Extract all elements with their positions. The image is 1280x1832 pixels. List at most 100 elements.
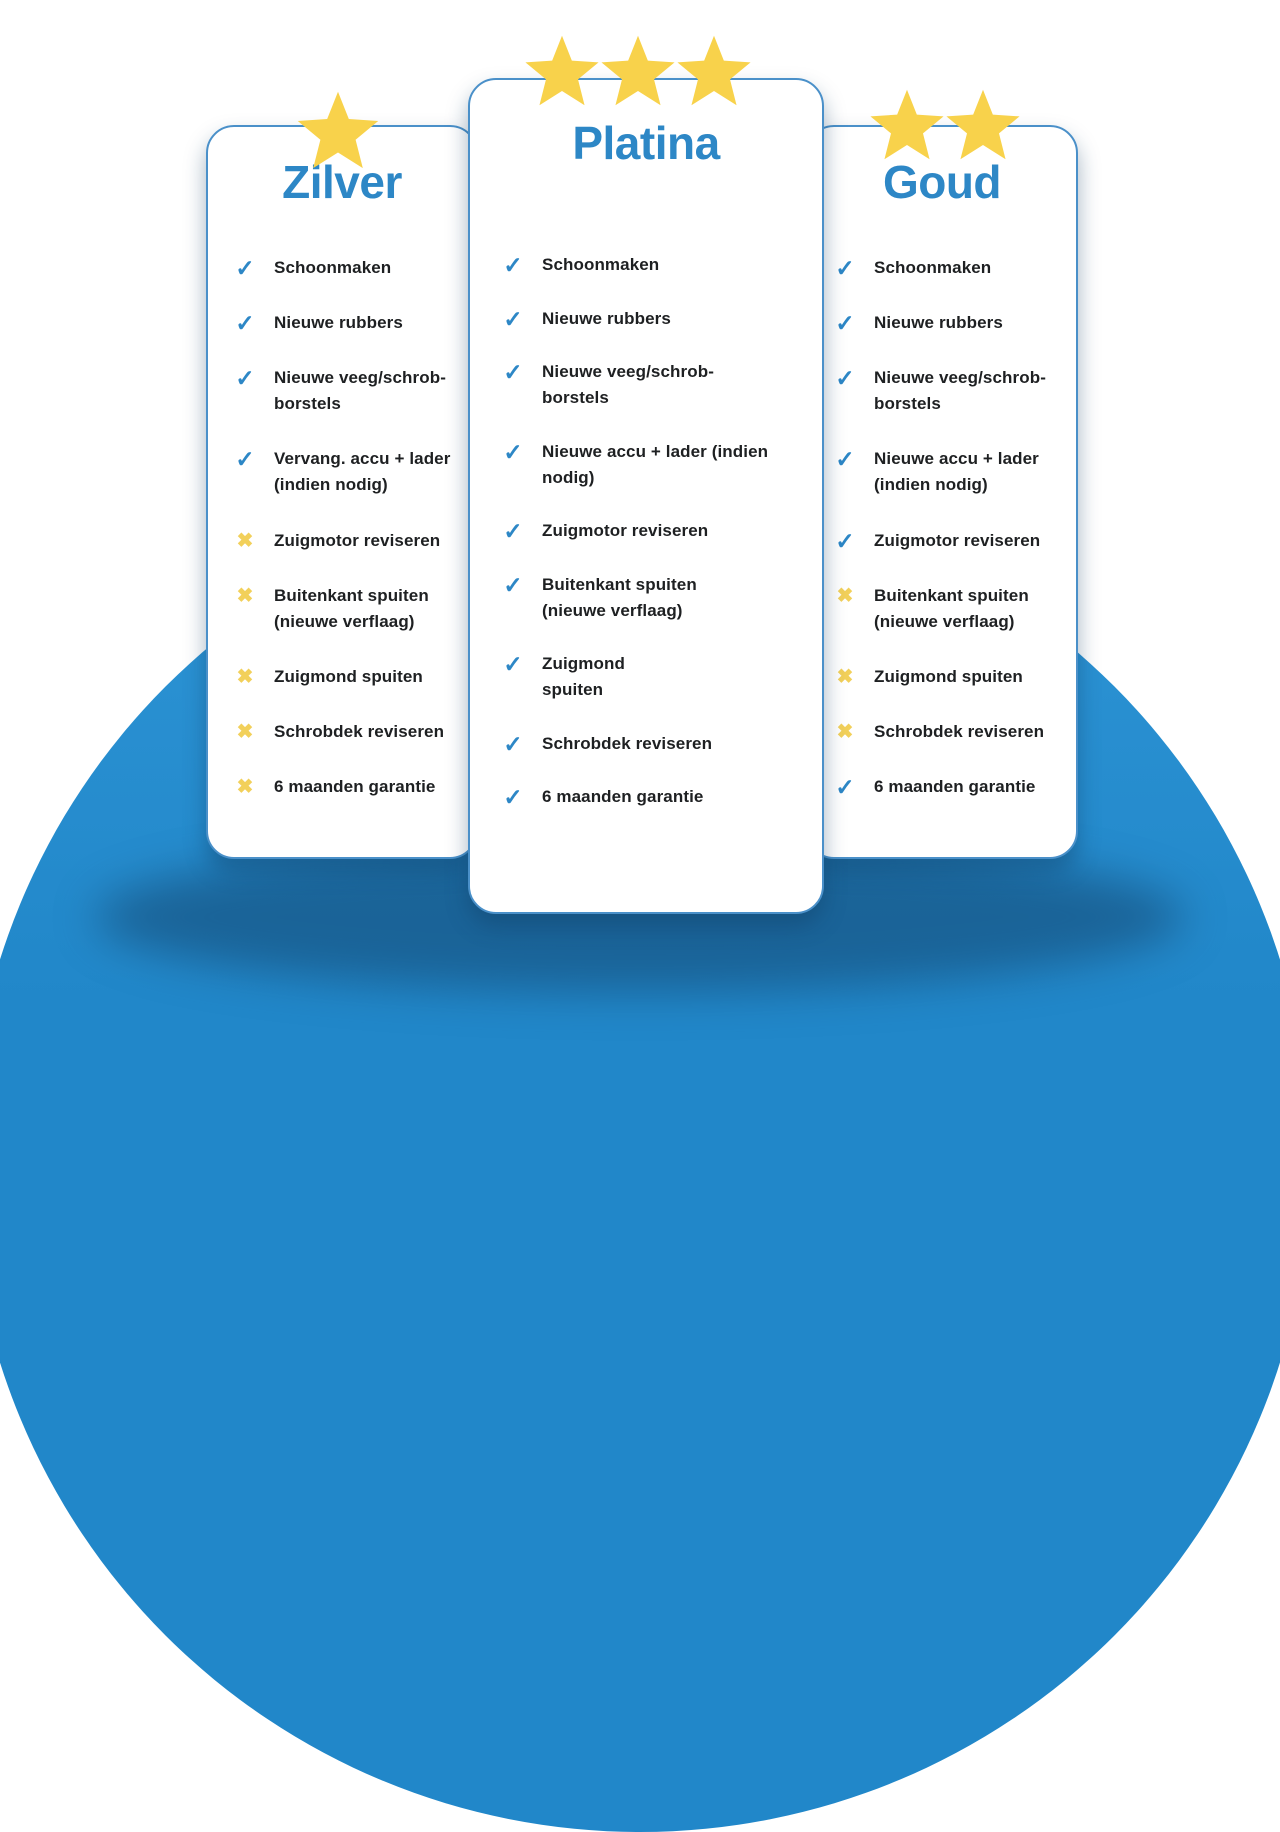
- feature-row: ✓ Nieuwe accu + lader (indien nodig): [832, 446, 1064, 498]
- feature-row: ✓ 6 maanden garantie: [832, 774, 1064, 800]
- check-icon: ✓: [503, 784, 523, 810]
- star-icon: [297, 91, 379, 169]
- cross-icon: ✖: [836, 584, 854, 607]
- feature-label: Buitenkant spuiten (nieuwe verflaag): [874, 585, 1029, 631]
- cross-icon: ✖: [236, 584, 254, 607]
- feature-label: Nieuwe veeg/schrob- borstels: [542, 362, 714, 407]
- cross-icon: ✖: [236, 529, 254, 552]
- check-icon: ✓: [235, 255, 255, 281]
- card-title: Goud: [882, 156, 1002, 208]
- feature-row: ✓ Nieuwe accu + lader (indien nodig): [500, 439, 810, 491]
- feature-label: Nieuwe accu + lader (indien nodig): [542, 441, 769, 487]
- card-title: Zilver: [282, 156, 402, 208]
- feature-row: ✓ Vervang. accu + lader (indien nodig): [232, 446, 464, 498]
- feature-list: ✓ Schoonmaken ✓ Nieuwe rubbers ✓ Nieuwe veeg/…: [232, 255, 464, 800]
- feature-row: ✖ Zuigmotor reviseren: [232, 528, 464, 554]
- feature-row: ✓ Zuigmond spuiten: [500, 651, 810, 703]
- feature-label: Schrobdek reviseren: [542, 733, 713, 753]
- feature-label: Zuigmotor reviseren: [542, 521, 709, 540]
- infographic-canvas: Zilver ✓ Schoonmaken ✓ Nieuwe rubbers ✓ Nieuw…: [0, 34, 1280, 1832]
- feature-row: ✓ Nieuwe rubbers: [832, 310, 1064, 336]
- feature-label: Nieuwe rubbers: [542, 308, 671, 328]
- feature-row: ✓ Schoonmaken: [500, 252, 810, 278]
- feature-label: Zuigmond spuiten: [874, 666, 1023, 686]
- feature-label: Schrobdek reviseren: [874, 721, 1045, 741]
- check-icon: ✓: [235, 365, 255, 392]
- check-icon: ✓: [835, 365, 855, 392]
- check-icon: ✓: [835, 774, 855, 800]
- feature-row: ✓ Nieuwe rubbers: [500, 306, 810, 332]
- cross-icon: ✖: [236, 665, 254, 688]
- check-icon: ✓: [503, 651, 523, 677]
- pricing-card-zilver: Zilver ✓ Schoonmaken ✓ Nieuwe rubbers ✓ Nieuw…: [206, 125, 478, 859]
- feature-row: ✖ Schrobdek reviseren: [832, 719, 1064, 745]
- star-rating: [296, 90, 380, 171]
- feature-label: Buitenkant spuiten (nieuwe verflaag): [274, 585, 429, 631]
- feature-row: ✓ Zuigmotor reviseren: [832, 528, 1064, 554]
- check-icon: ✓: [503, 252, 523, 278]
- feature-row: ✖ 6 maanden garantie: [232, 774, 464, 800]
- feature-row: ✓ Nieuwe veeg/schrob- borstels: [832, 365, 1064, 417]
- star-icon: [946, 89, 1020, 160]
- cross-icon: ✖: [836, 720, 854, 743]
- check-icon: ✓: [835, 310, 855, 337]
- star-icon: [677, 35, 751, 106]
- feature-row: ✓ 6 maanden garantie: [500, 784, 810, 810]
- cross-icon: ✖: [236, 720, 254, 743]
- check-icon: ✓: [235, 310, 255, 337]
- check-icon: ✓: [503, 518, 523, 544]
- feature-label: Zuigmotor reviseren: [874, 530, 1041, 550]
- feature-row: ✓ Schrobdek reviseren: [500, 731, 810, 757]
- feature-label: Schoonmaken: [542, 255, 660, 274]
- feature-row: ✓ Schoonmaken: [232, 255, 464, 281]
- feature-list: ✓ Schoonmaken ✓ Nieuwe rubbers ✓ Nieuwe veeg/…: [500, 252, 810, 810]
- feature-row: ✓ Zuigmotor reviseren: [500, 518, 810, 544]
- feature-label: 6 maanden garantie: [274, 777, 436, 796]
- cross-icon: ✖: [236, 776, 254, 798]
- feature-label: Nieuwe veeg/schrob- borstels: [874, 368, 1046, 414]
- check-icon: ✓: [503, 305, 523, 332]
- feature-row: ✓ Nieuwe rubbers: [232, 310, 464, 336]
- star-rating: [869, 88, 1021, 162]
- cross-icon: ✖: [836, 665, 854, 688]
- feature-label: Buitenkant spuiten (nieuwe verflaag): [542, 574, 697, 620]
- feature-label: Nieuwe veeg/schrob- borstels: [274, 368, 446, 414]
- feature-label: Vervang. accu + lader (indien nodig): [274, 449, 451, 495]
- feature-label: Nieuwe rubbers: [874, 313, 1003, 333]
- star-icon: [601, 35, 675, 106]
- feature-label: Nieuwe accu + lader (indien nodig): [874, 449, 1039, 495]
- feature-label: Nieuwe rubbers: [274, 313, 403, 333]
- check-icon: ✓: [835, 446, 855, 473]
- check-icon: ✓: [835, 527, 855, 554]
- feature-row: ✖ Zuigmond spuiten: [832, 664, 1064, 690]
- feature-label: Schoonmaken: [874, 258, 992, 277]
- check-icon: ✓: [503, 571, 523, 598]
- feature-label: Schrobdek reviseren: [274, 721, 445, 741]
- feature-label: Zuigmotor reviseren: [274, 530, 441, 550]
- star-icon: [525, 35, 599, 106]
- feature-row: ✖ Buitenkant spuiten (nieuwe verflaag): [232, 583, 464, 635]
- feature-row: ✓ Nieuwe veeg/schrob- borstels: [232, 365, 464, 417]
- feature-label: Zuigmond spuiten: [542, 654, 625, 699]
- feature-list: ✓ Schoonmaken ✓ Nieuwe rubbers ✓ Nieuwe veeg/…: [832, 255, 1064, 800]
- feature-label: Schoonmaken: [274, 258, 392, 277]
- check-icon: ✓: [503, 359, 523, 385]
- star-icon: [870, 89, 944, 160]
- check-icon: ✓: [503, 730, 523, 757]
- feature-row: ✖ Zuigmond spuiten: [232, 664, 464, 690]
- feature-label: 6 maanden garantie: [874, 777, 1036, 796]
- card-title: Platina: [572, 117, 720, 169]
- feature-row: ✓ Buitenkant spuiten (nieuwe verflaag): [500, 572, 810, 624]
- feature-row: ✓ Nieuwe veeg/schrob- borstels: [500, 359, 810, 411]
- feature-row: ✓ Schoonmaken: [832, 255, 1064, 281]
- pricing-card-platina: Platina ✓ Schoonmaken ✓ Nieuwe rubbers ✓ Nieu…: [468, 78, 824, 914]
- feature-row: ✖ Schrobdek reviseren: [232, 719, 464, 745]
- check-icon: ✓: [835, 255, 855, 281]
- check-icon: ✓: [235, 446, 255, 473]
- feature-row: ✖ Buitenkant spuiten (nieuwe verflaag): [832, 583, 1064, 635]
- feature-label: 6 maanden garantie: [542, 787, 704, 806]
- star-rating: [524, 34, 752, 108]
- pricing-card-goud: Goud ✓ Schoonmaken ✓ Nieuwe rubbers ✓ Nieuwe …: [806, 125, 1078, 859]
- check-icon: ✓: [503, 438, 523, 465]
- feature-label: Zuigmond spuiten: [274, 666, 423, 686]
